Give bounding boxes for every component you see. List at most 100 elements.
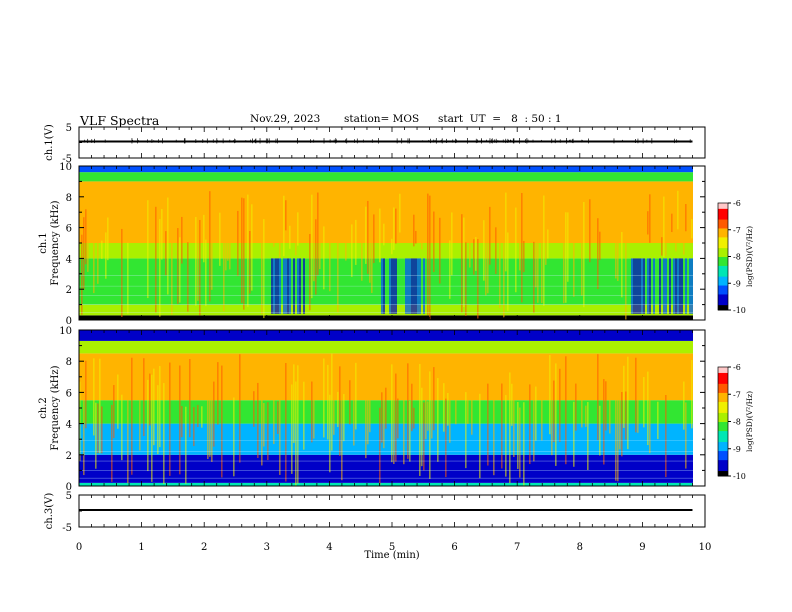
y-tick-label: -5 — [62, 154, 72, 165]
burst-streak — [297, 365, 299, 484]
burst-streak — [323, 358, 325, 438]
burst-streak — [101, 240, 103, 259]
burst-streak — [97, 403, 99, 454]
no-data-gap — [693, 330, 705, 486]
colorbar-cell — [718, 274, 728, 277]
burst-streak — [99, 358, 101, 454]
y-tick-label: 4 — [66, 254, 72, 265]
colorbar-cell — [718, 425, 728, 428]
burst-streak — [263, 219, 265, 319]
colorbar-cell — [718, 446, 728, 450]
burst-streak — [101, 406, 103, 454]
burst-streak — [153, 368, 155, 446]
colorbar-cell — [718, 457, 728, 461]
burst-streak — [609, 368, 611, 434]
colorbar-cell — [718, 285, 728, 288]
burst-streak — [391, 364, 393, 463]
colorbar-cell — [718, 251, 728, 254]
burst-streak — [585, 405, 587, 427]
burst-streak — [233, 397, 235, 477]
colorbar-cell — [718, 372, 728, 375]
burst-streak — [83, 217, 85, 290]
x-tick-label: 2 — [201, 542, 207, 553]
colorbar-cell — [718, 238, 728, 241]
burst-streak — [685, 402, 687, 469]
burst-streak — [445, 398, 447, 478]
colorbar-cell — [718, 213, 728, 216]
burst-streak — [465, 242, 467, 316]
burst-streak — [285, 200, 287, 231]
colorbar-cell — [718, 236, 728, 240]
burst-streak — [489, 206, 491, 265]
burst-streak — [143, 358, 145, 437]
burst-streak — [625, 391, 627, 440]
burst-streak — [365, 206, 367, 264]
burst-streak — [397, 398, 399, 439]
burst-streak — [311, 381, 313, 443]
colorbar-cell — [718, 254, 728, 257]
burst-streak — [83, 384, 85, 476]
burst-streak — [331, 353, 333, 451]
colorbar-cell — [718, 260, 728, 263]
burst-streak — [635, 357, 637, 433]
burst-streak — [241, 197, 243, 304]
burst-streak — [239, 354, 241, 463]
colorbar-cell — [718, 414, 728, 417]
burst-streak — [317, 192, 319, 276]
burst-streak — [573, 401, 575, 467]
colorbar-cell — [718, 244, 728, 247]
burst-streak — [323, 226, 325, 290]
colorbar-tick-label: -6 — [733, 363, 741, 372]
colorbar-cell — [718, 432, 728, 435]
y-tick-label: 0 — [66, 482, 72, 493]
burst-streak — [209, 398, 211, 457]
burst-streak — [691, 360, 693, 429]
burst-streak — [449, 398, 451, 443]
burst-streak — [685, 204, 687, 232]
burst-streak — [637, 378, 639, 433]
colorbar-cell — [718, 461, 728, 464]
colorbar-cell — [718, 456, 728, 459]
y-tick-label: 5 — [66, 491, 72, 502]
colorbar-cell — [718, 242, 728, 245]
burst-streak — [691, 219, 693, 239]
colorbar-cell — [718, 379, 728, 383]
burst-streak — [313, 227, 315, 282]
colorbar-cell — [718, 235, 728, 238]
burst-streak — [563, 215, 565, 304]
burst-streak — [205, 239, 207, 307]
burst-streak — [179, 237, 181, 303]
burst-streak — [517, 402, 519, 469]
colorbar-cell — [718, 450, 728, 453]
colorbar-cell — [718, 412, 728, 415]
burst-streak — [285, 363, 287, 482]
burst-streak — [393, 366, 395, 465]
burst-streak — [423, 210, 425, 230]
colorbar-cell — [718, 261, 728, 265]
colorbar-cell — [718, 376, 728, 379]
burst-streak — [463, 217, 465, 308]
spectrogram-ch1 — [79, 166, 705, 320]
burst-streak — [117, 374, 119, 429]
colorbar-cell — [718, 428, 728, 432]
colorbar-tick-label: -9 — [733, 445, 741, 454]
colorbar-cell — [718, 252, 728, 256]
burst-streak — [597, 354, 599, 441]
colorbar-cell — [718, 386, 728, 390]
burst-streak — [181, 216, 183, 264]
burst-streak — [521, 192, 523, 303]
colorbar-cell — [718, 390, 728, 393]
colorbar-cell — [718, 231, 728, 234]
colorbar-cell — [718, 443, 728, 446]
colorbar-cell — [718, 249, 728, 252]
burst-streak — [433, 367, 435, 431]
burst-streak — [169, 362, 171, 476]
burst-streak — [617, 193, 619, 282]
burst-streak — [597, 218, 599, 290]
burst-streak — [105, 232, 107, 279]
date-label: Nov.29, 2023 — [250, 113, 321, 125]
burst-streak — [663, 196, 665, 258]
colorbar-cell — [718, 470, 728, 473]
colorbar-tick-label: -6 — [733, 199, 741, 208]
burst-streak — [337, 191, 339, 313]
